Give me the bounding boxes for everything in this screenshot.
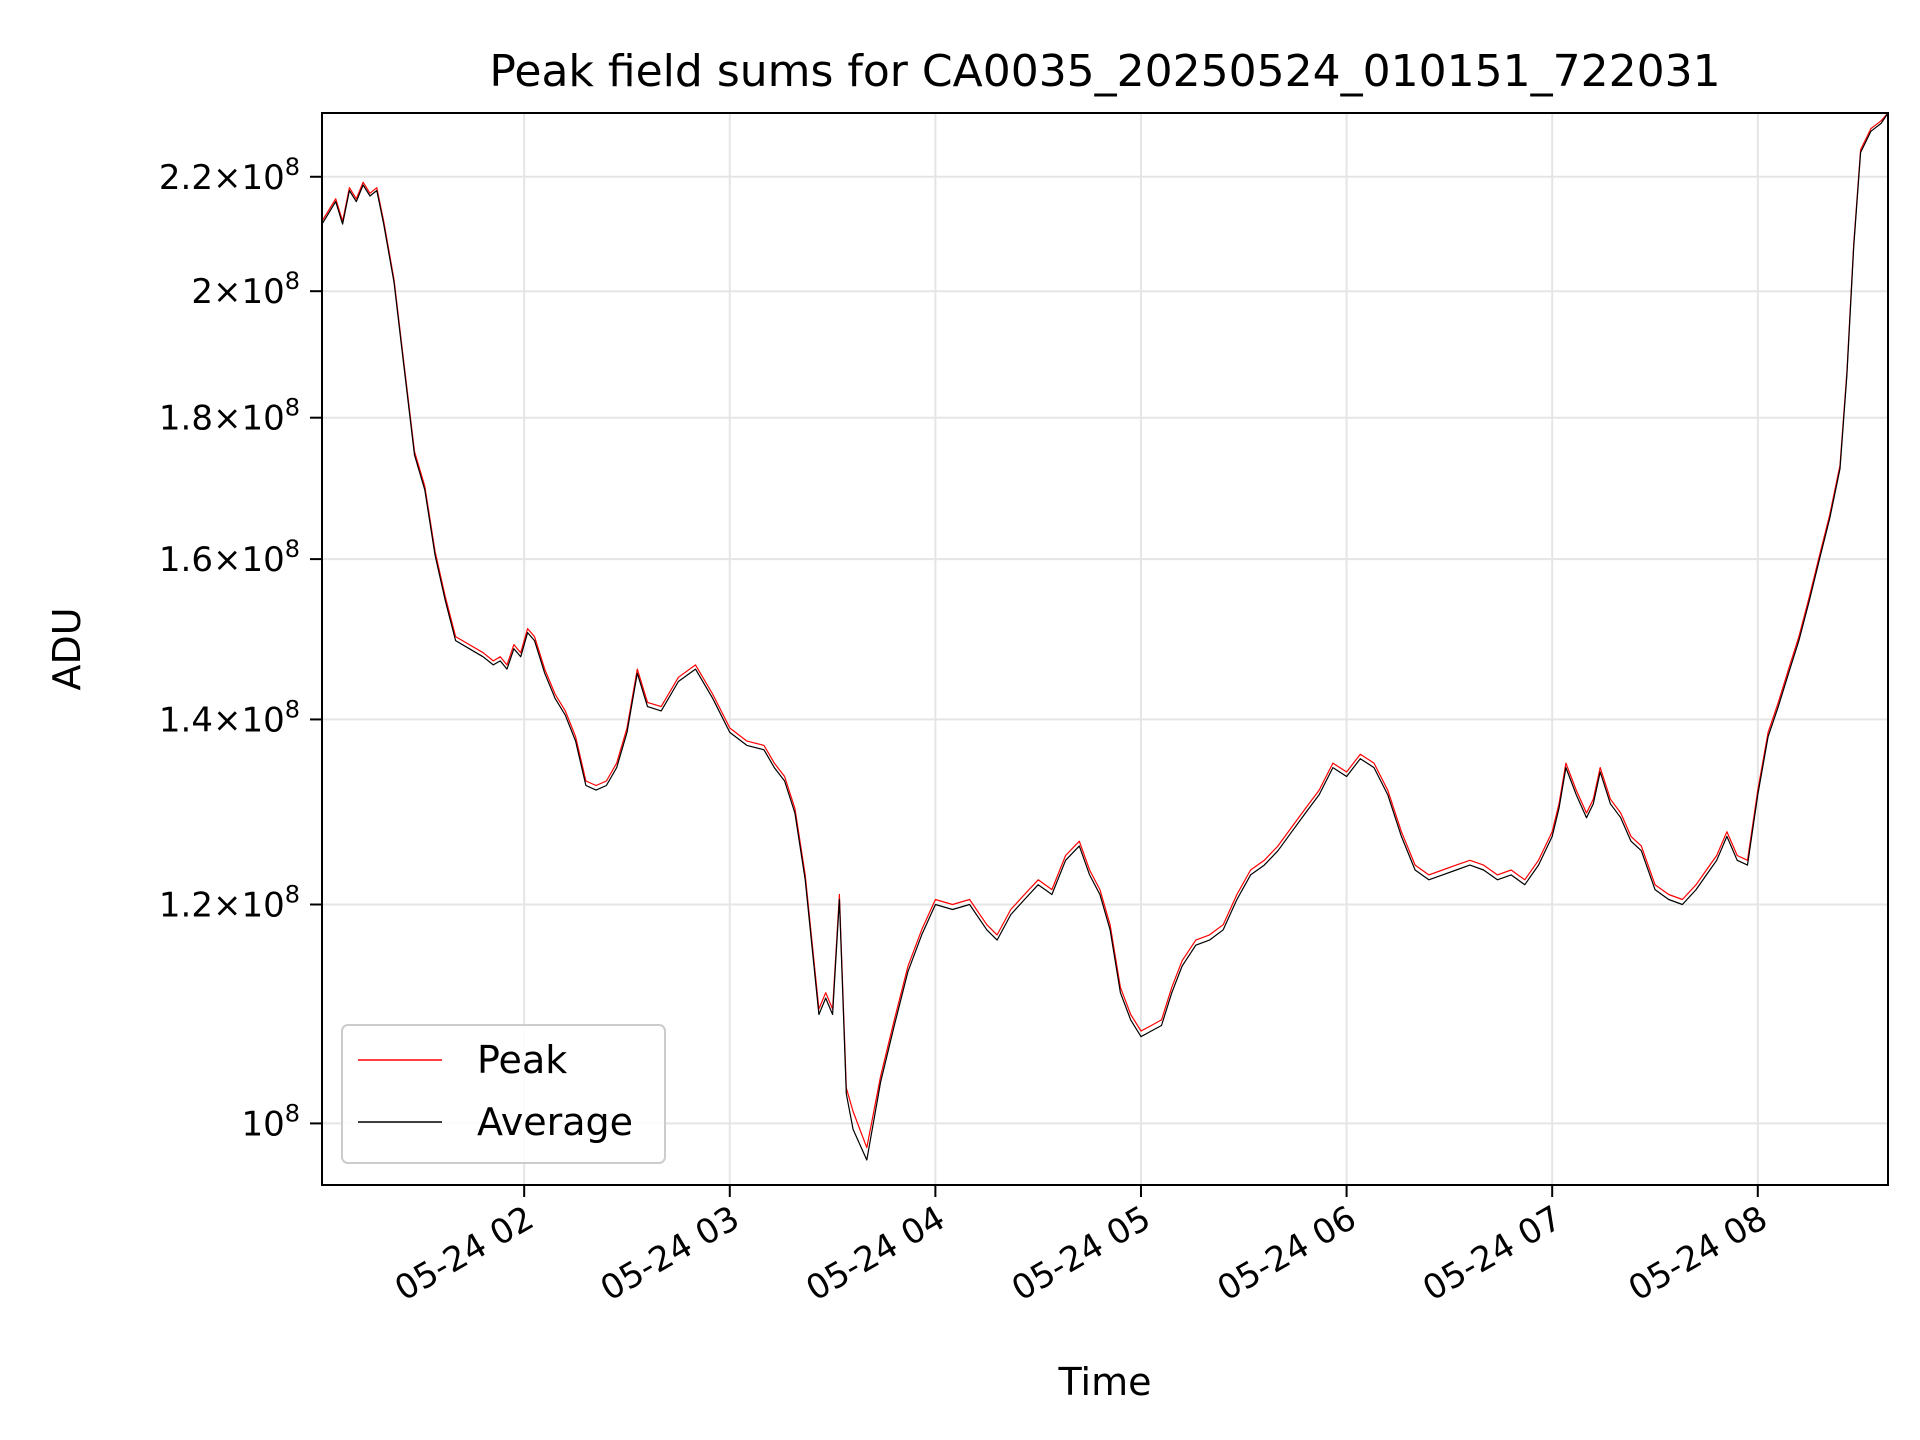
- y-tick-label: 1.6×108: [159, 535, 300, 580]
- y-tick-label: 2.2×108: [159, 153, 300, 198]
- legend-label-average: Average: [477, 1100, 633, 1144]
- legend: Peak Average: [341, 1024, 666, 1164]
- legend-label-peak: Peak: [477, 1038, 567, 1082]
- series-line-average: [321, 112, 1889, 1161]
- plot-lines: [321, 112, 1889, 1161]
- y-tick-label: 2×108: [191, 267, 300, 312]
- chart-title: Peak field sums for CA0035_20250524_0101…: [489, 46, 1720, 97]
- plot-area-frame: [321, 112, 1889, 1186]
- y-tick-label: 1.4×108: [159, 695, 300, 740]
- y-tick-label: 108: [241, 1099, 300, 1144]
- x-axis-label: Time: [1058, 1360, 1152, 1404]
- y-axis-ticks: 108 1.2×108 1.4×108 1.6×108 1.8×108 2×108 2.2×…: [159, 153, 322, 1144]
- series-line-peak: [321, 112, 1889, 1149]
- y-axis-label: ADU: [45, 607, 89, 690]
- y-tick-label: 1.8×108: [159, 394, 300, 439]
- y-tick-label: 1.2×108: [159, 881, 300, 926]
